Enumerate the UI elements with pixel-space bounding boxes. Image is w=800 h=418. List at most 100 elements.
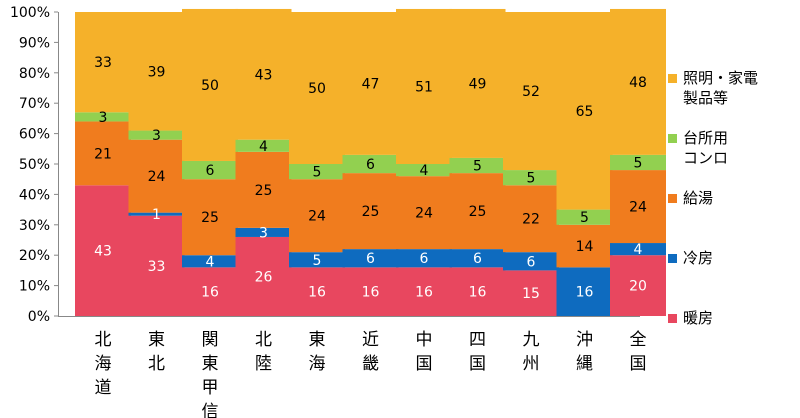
bar-segment <box>556 224 613 268</box>
bar-segment <box>235 139 292 152</box>
category-label: 近 <box>362 330 379 350</box>
category-label: 国 <box>416 354 433 374</box>
category-label: 畿 <box>362 354 379 374</box>
data-label: 16 <box>415 285 433 301</box>
bar-segment <box>128 139 185 213</box>
data-label: 26 <box>255 269 273 285</box>
data-label: 4 <box>420 163 429 179</box>
data-label: 24 <box>415 206 433 222</box>
y-tick-label: 30% <box>19 218 50 234</box>
legend-label: 暖房 <box>683 309 713 327</box>
bar-segment <box>128 130 185 140</box>
category-label: 州 <box>523 354 540 374</box>
data-label: 50 <box>201 78 219 94</box>
bars <box>75 8 666 316</box>
data-label: 16 <box>469 285 487 301</box>
y-tick-label: 70% <box>19 96 50 112</box>
bar-segment <box>556 209 613 225</box>
data-label: 5 <box>527 171 536 187</box>
data-label: 16 <box>201 285 219 301</box>
bar-segment <box>235 8 292 140</box>
data-labels: 4321333331243391642565026325443165245501… <box>94 55 647 302</box>
y-tick-label: 40% <box>19 187 50 203</box>
bar-segment <box>235 236 292 316</box>
bar-segment <box>342 173 399 250</box>
category-label: 国 <box>469 354 486 374</box>
legend-label: 照明・家電 <box>683 69 758 87</box>
y-tick-label: 60% <box>19 127 50 143</box>
category-label: 北 <box>255 330 272 350</box>
bar-segment <box>396 249 452 268</box>
category-label: 北 <box>95 330 112 350</box>
category-label: 信 <box>202 402 219 418</box>
data-label: 3 <box>259 225 268 241</box>
bar-segment <box>75 112 131 122</box>
category-label: 全 <box>630 330 647 350</box>
category-label: 甲 <box>202 378 219 398</box>
data-label: 25 <box>201 210 219 226</box>
bar-segment <box>75 185 131 316</box>
data-label: 39 <box>148 64 166 80</box>
category-label: 九 <box>523 330 540 350</box>
data-label: 47 <box>362 76 380 92</box>
bar-segment <box>556 12 613 210</box>
bar-segment <box>610 255 666 316</box>
category-label: 縄 <box>576 354 593 374</box>
bar-segment <box>182 255 238 268</box>
bar-segment <box>503 270 559 316</box>
data-label: 16 <box>362 285 380 301</box>
bar-segment <box>128 215 185 316</box>
category-label: 東 <box>309 330 326 350</box>
data-label: 4 <box>259 139 268 155</box>
bar-segment <box>610 243 666 256</box>
legend-label: 台所用 <box>683 129 728 147</box>
data-label: 6 <box>206 163 215 179</box>
bar-segment <box>182 267 238 316</box>
category-label: 関 <box>202 330 219 350</box>
bar-segment <box>503 12 559 171</box>
data-label: 16 <box>576 285 594 301</box>
legend-label: 冷房 <box>683 249 713 267</box>
bar-segment <box>182 179 238 256</box>
data-label: 6 <box>473 251 482 267</box>
legend-label: 製品等 <box>683 89 728 107</box>
y-tick-label: 80% <box>19 66 50 82</box>
bar-segment <box>503 185 559 253</box>
data-label: 25 <box>469 204 487 220</box>
bar-segment <box>75 12 131 113</box>
category-label: 海 <box>95 354 112 374</box>
bar-segment <box>289 179 345 253</box>
data-label: 20 <box>629 279 647 295</box>
data-label: 5 <box>313 165 322 181</box>
bar-segment <box>289 267 345 316</box>
data-label: 6 <box>366 251 375 267</box>
data-label: 43 <box>94 244 112 260</box>
data-label: 52 <box>522 84 540 100</box>
category-label: 道 <box>95 378 112 398</box>
bar-segment <box>396 164 452 177</box>
data-label: 4 <box>206 254 215 270</box>
legend-label: 給湯 <box>683 189 713 207</box>
category-label: 国 <box>630 354 647 374</box>
legend-swatch <box>668 134 677 143</box>
data-label: 6 <box>420 251 429 267</box>
y-tick-label: 50% <box>19 157 50 173</box>
bar-segment <box>128 212 185 216</box>
data-label: 21 <box>94 146 112 162</box>
bar-segment <box>182 160 238 180</box>
bar-segment <box>235 227 292 237</box>
bar-segment <box>610 170 666 244</box>
bar-segment <box>503 170 559 186</box>
y-tick-label: 100% <box>10 5 50 21</box>
data-label: 5 <box>473 159 482 175</box>
y-tick-label: 90% <box>19 35 50 51</box>
data-label: 6 <box>527 254 536 270</box>
data-label: 43 <box>255 67 273 83</box>
bar-segment <box>610 154 666 171</box>
category-label: 東 <box>202 354 219 374</box>
bar-segment <box>396 267 452 316</box>
bar-segment <box>449 157 506 174</box>
